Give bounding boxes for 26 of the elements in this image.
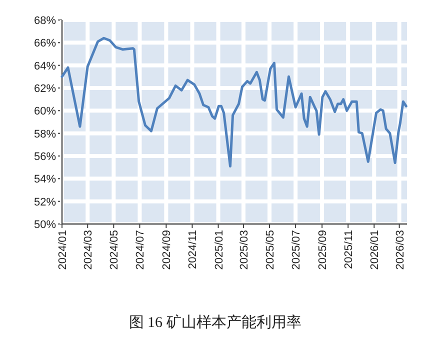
- y-tick-label: 50%: [34, 219, 56, 231]
- x-tick-label: 2024/03: [82, 230, 95, 270]
- y-tick-label: 54%: [34, 174, 56, 186]
- x-tick-label: 2024/11: [187, 230, 200, 269]
- y-tick-label: 66%: [34, 38, 56, 50]
- y-tick-label: 58%: [34, 128, 56, 140]
- text: 图 16 矿山样本产能利用率: [128, 314, 302, 331]
- y-tick-label: 62%: [34, 83, 56, 95]
- y-tick-label: 68%: [34, 15, 56, 27]
- x-tick-label: 2025/11: [343, 230, 356, 269]
- line-series: [60, 36, 408, 168]
- x-tick-label: 2026/01: [369, 230, 382, 270]
- x-tick-label: 2025/01: [213, 230, 226, 270]
- x-tick-label: 2024/09: [161, 230, 174, 270]
- x-tick-label: 2025/07: [290, 230, 303, 270]
- x-tick-label: 2024/05: [108, 230, 121, 270]
- x-tick-label: 2025/09: [317, 230, 330, 270]
- x-tick-label: 2025/03: [238, 230, 250, 270]
- y-tick-label: 60%: [34, 106, 56, 118]
- x-tick-label: 2024/01: [57, 230, 69, 270]
- x-tick-label: 2024/07: [134, 230, 147, 270]
- x-tick-label: 2026/03: [394, 230, 406, 270]
- y-tick-label: 64%: [34, 60, 56, 72]
- y-tick-label: 56%: [34, 151, 56, 163]
- x-tick-label: 2025/05: [264, 230, 277, 270]
- y-tick-label: 52%: [34, 196, 56, 208]
